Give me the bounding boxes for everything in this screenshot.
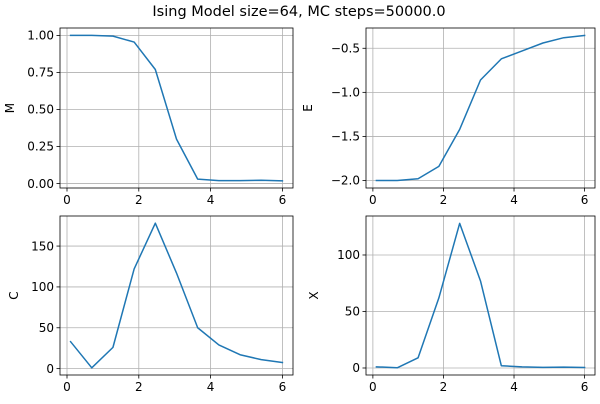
- heat-capacity-subplot: 0 2 4 6 0 50 100 150 C: [7, 215, 294, 394]
- energy-axes-frame: [365, 27, 596, 189]
- susceptibility-ylabel: X: [307, 291, 321, 299]
- energy-xtick-label-1: 2: [440, 193, 448, 207]
- magnetization-ytick-label-3: 0.75: [27, 66, 54, 80]
- energy-subplot: 0 2 4 6 −2.0 −1.5 −1.0 −0.5 E: [301, 27, 596, 207]
- magnetization-ytick-label-0: 0.00: [27, 177, 54, 191]
- figure-title: Ising Model size=64, MC steps=50000.0: [152, 4, 445, 20]
- magnetization-series-line: [69, 34, 284, 182]
- energy-xtick-label-3: 6: [581, 193, 589, 207]
- susceptibility-series-line: [375, 222, 586, 369]
- energy-ytick-label-3: −0.5: [331, 41, 360, 55]
- magnetization-xtick-label-0: 0: [63, 193, 71, 207]
- susceptibility-xtick-label-0: 0: [369, 380, 377, 394]
- susceptibility-ytick-label-2: 100: [337, 248, 360, 262]
- heat-capacity-ytick-label-0: 0: [46, 362, 54, 376]
- susceptibility-xtick-label-3: 6: [581, 380, 589, 394]
- magnetization-xtick-label-2: 4: [207, 193, 215, 207]
- energy-ylabel: E: [301, 104, 315, 112]
- heat-capacity-xtick-label-2: 4: [207, 380, 215, 394]
- energy-series-line: [375, 34, 586, 182]
- magnetization-subplot: 0 2 4 6 0.00 0.25 0.50 0.75 1.00 M: [3, 27, 294, 207]
- energy-xtick-label-0: 0: [369, 193, 377, 207]
- heat-capacity-series-line: [69, 222, 284, 369]
- susceptibility-ytick-label-0: 0: [352, 361, 360, 375]
- susceptibility-ytick-label-1: 50: [345, 305, 360, 319]
- energy-ytick-label-2: −1.0: [331, 86, 360, 100]
- heat-capacity-xtick-label-3: 6: [279, 380, 287, 394]
- susceptibility-axes-frame: [365, 215, 596, 376]
- heat-capacity-xtick-label-1: 2: [135, 380, 143, 394]
- magnetization-xtick-label-1: 2: [135, 193, 143, 207]
- susceptibility-xtick-label-1: 2: [440, 380, 448, 394]
- energy-xtick-label-2: 4: [510, 193, 518, 207]
- magnetization-ytick-label-2: 0.50: [27, 103, 54, 117]
- magnetization-ytick-label-4: 1.00: [27, 29, 54, 43]
- heat-capacity-ytick-label-2: 100: [31, 280, 54, 294]
- energy-ytick-label-0: −2.0: [331, 174, 360, 188]
- susceptibility-xtick-label-2: 4: [510, 380, 518, 394]
- magnetization-ylabel: M: [3, 103, 17, 113]
- energy-ytick-label-1: −1.5: [331, 130, 360, 144]
- heat-capacity-axes-frame: [59, 215, 294, 376]
- heat-capacity-xtick-label-0: 0: [63, 380, 71, 394]
- heat-capacity-ytick-label-3: 150: [31, 239, 54, 253]
- magnetization-ytick-label-1: 0.25: [27, 140, 54, 154]
- heat-capacity-ylabel: C: [7, 291, 21, 299]
- heat-capacity-ytick-label-1: 50: [39, 321, 54, 335]
- magnetization-axes-frame: [59, 27, 294, 189]
- susceptibility-subplot: 0 2 4 6 0 50 100 X: [307, 215, 596, 394]
- magnetization-xtick-label-3: 6: [279, 193, 287, 207]
